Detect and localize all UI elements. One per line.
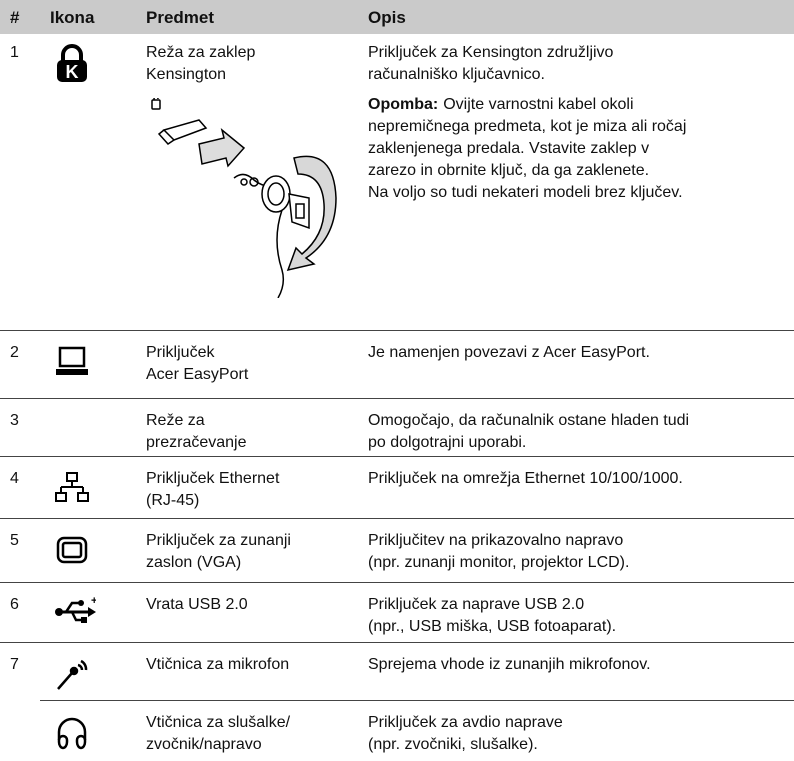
- row-number: 1: [10, 44, 19, 61]
- description-line: (npr., USB miška, USB fotoaparat).: [368, 618, 617, 635]
- description-line: Priključitev na prikazovalno napravo: [368, 532, 624, 549]
- item-line: Reže za: [146, 412, 205, 429]
- note-line: Opomba: Ovijte varnostni kabel okoli: [368, 94, 686, 116]
- header-cell: Predmet: [146, 8, 215, 27]
- icon: [54, 656, 90, 697]
- kensington-illustration: [144, 96, 344, 303]
- table-header: # Ikona Predmet Opis: [0, 0, 794, 34]
- description-line: Priključek za Kensington združljivo: [368, 44, 614, 61]
- icon: [54, 532, 90, 573]
- row-separator: [0, 582, 794, 583]
- header-cell: Opis: [368, 8, 406, 27]
- description-line: (npr. zunanji monitor, projektor LCD).: [368, 554, 630, 571]
- item-line: zvočnik/napravo: [146, 736, 262, 753]
- item-line: Vtičnica za mikrofon: [146, 656, 290, 673]
- note-line: zaklenjenega predala. Vstavite zaklep v: [368, 140, 650, 157]
- row-number: 4: [10, 470, 19, 487]
- note-line: nepremičnega predmeta, kot je miza ali r…: [368, 118, 687, 135]
- icon: [54, 714, 90, 759]
- item-cell: Reže za prezračevanje: [146, 410, 247, 454]
- item-line: zaslon (VGA): [146, 554, 242, 571]
- description-line: Priključek za avdio naprave: [368, 714, 563, 731]
- row-separator: [0, 398, 794, 399]
- item-line: prezračevanje: [146, 434, 247, 451]
- note-line: Na voljo so tudi nekateri modeli brez kl…: [368, 184, 683, 201]
- item-line: Vtičnica za slušalke/: [146, 714, 291, 731]
- description-line: (npr. zvočniki, slušalke).: [368, 736, 538, 753]
- row-number: 3: [10, 412, 19, 429]
- icon: [54, 344, 90, 385]
- svg-text:K: K: [66, 62, 79, 82]
- row-number: 5: [10, 532, 19, 549]
- description-line: Je namenjen povezavi z Acer EasyPort.: [368, 344, 650, 361]
- description-line: Priključek na omrežja Ethernet 10/100/10…: [368, 470, 683, 487]
- item-cell: Priključek Acer EasyPort: [146, 342, 248, 386]
- icon: +: [54, 595, 97, 631]
- description-line: Priključek za naprave USB 2.0: [368, 596, 585, 613]
- item-line: Priključek Ethernet: [146, 470, 280, 487]
- description-cell: Priključitev na prikazovalno napravo (npr…: [368, 530, 629, 574]
- description-cell: Priključek za avdio naprave (npr. zvočnik…: [368, 712, 563, 756]
- item-cell: Vrata USB 2.0: [146, 594, 248, 616]
- row-separator: [0, 642, 794, 643]
- row-separator: [0, 456, 794, 457]
- description-line: po dolgotrajni uporabi.: [368, 434, 527, 451]
- svg-text:+: +: [91, 596, 96, 607]
- row-separator: [0, 330, 794, 331]
- description-line: Sprejema vhode iz zunanjih mikrofonov.: [368, 656, 651, 673]
- item-cell: Priključek za zunanji zaslon (VGA): [146, 530, 291, 574]
- row-separator: [0, 518, 794, 519]
- item-line: Vrata USB 2.0: [146, 596, 248, 613]
- header-cell: Ikona: [50, 8, 95, 27]
- description-line: Omogočajo, da računalnik ostane hladen t…: [368, 412, 690, 429]
- item-cell: Reža za zaklep Kensington: [146, 42, 255, 86]
- note-text: Ovijte varnostni kabel okoli: [443, 96, 634, 113]
- item-line: Priključek: [146, 344, 215, 361]
- description-cell: Sprejema vhode iz zunanjih mikrofonov.: [368, 654, 651, 676]
- note-label: Opomba:: [368, 96, 439, 113]
- description-cell: Je namenjen povezavi z Acer EasyPort.: [368, 342, 650, 364]
- item-line: Priključek za zunanji: [146, 532, 291, 549]
- row-number: 7: [10, 656, 19, 673]
- item-cell: Vtičnica za mikrofon: [146, 654, 289, 676]
- item-line: (RJ-45): [146, 492, 200, 509]
- note-line: zarezo in obrnite ključ, da ga zaklenete…: [368, 162, 650, 179]
- description-cell: Omogočajo, da računalnik ostane hladen t…: [368, 410, 689, 454]
- description-cell: Priključek na omrežja Ethernet 10/100/10…: [368, 468, 683, 490]
- header-cell: #: [10, 8, 20, 27]
- item-line: Kensington: [146, 66, 227, 83]
- item-cell: Vtičnica za slušalke/zvočnik/napravo: [146, 712, 290, 756]
- description-cell: Priključek za naprave USB 2.0 (npr., USB …: [368, 594, 616, 638]
- description-cell: Priključek za Kensington združljivo račun…: [368, 42, 686, 204]
- description-line: računalniško ključavnico.: [368, 66, 545, 83]
- row-separator: [40, 700, 794, 701]
- item-line: Acer EasyPort: [146, 366, 249, 383]
- item-cell: Priključek Ethernet (RJ-45): [146, 468, 279, 512]
- row-number: 6: [10, 596, 19, 613]
- row-number: 2: [10, 344, 19, 361]
- item-line: Reža za zaklep: [146, 44, 256, 61]
- icon: [54, 470, 90, 511]
- icon: K: [54, 44, 90, 89]
